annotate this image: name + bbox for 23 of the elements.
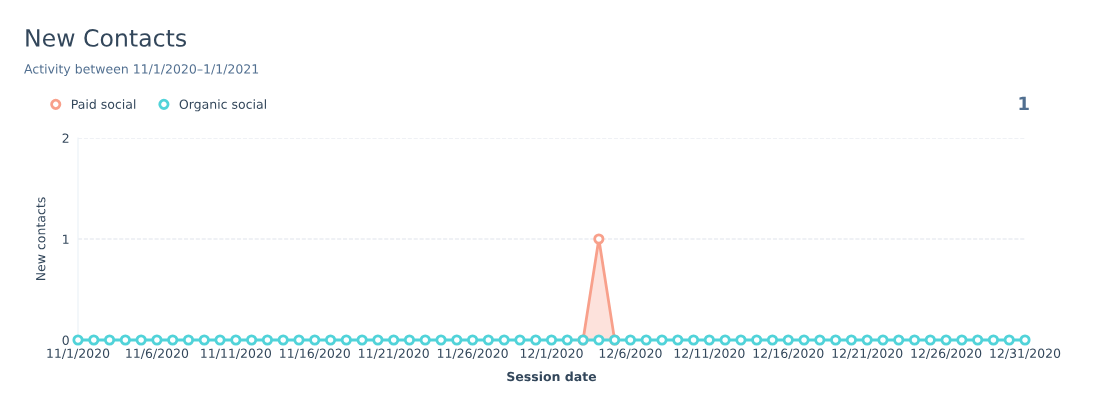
x-tick-label: 11/11/2020 — [201, 348, 272, 359]
x-tick-label: 11/6/2020 — [126, 348, 189, 359]
x-tick-label: 12/11/2020 — [674, 348, 745, 359]
x-tick-label: 12/21/2020 — [832, 348, 903, 359]
x-tick-label: 12/26/2020 — [911, 348, 982, 359]
legend-label: Paid social — [71, 99, 136, 109]
y-axis-title: New contacts — [36, 197, 46, 281]
x-tick-label: 12/16/2020 — [753, 348, 824, 359]
y-tick-label: 0 — [62, 335, 69, 345]
x-tick-label: 11/26/2020 — [437, 348, 508, 359]
chart-subtitle: Activity between 11/1/2020–1/1/2021 — [24, 63, 259, 77]
x-tick-label: 11/1/2020 — [47, 348, 110, 359]
x-tick-label: 12/1/2020 — [520, 348, 583, 359]
x-tick-label: 11/21/2020 — [359, 348, 429, 359]
x-tick-label: 12/31/2020 — [990, 348, 1061, 359]
y-tick-label: 1 — [63, 234, 69, 244]
x-axis-title: Session date — [507, 371, 597, 382]
chart-title: New Contacts — [26, 28, 187, 47]
x-tick-label: 11/16/2020 — [280, 348, 350, 359]
x-tick-label: 12/6/2020 — [599, 348, 662, 359]
legend-label: Organic social — [179, 99, 266, 112]
text: 1 — [1019, 96, 1029, 110]
y-tick-label: 2 — [62, 133, 69, 143]
